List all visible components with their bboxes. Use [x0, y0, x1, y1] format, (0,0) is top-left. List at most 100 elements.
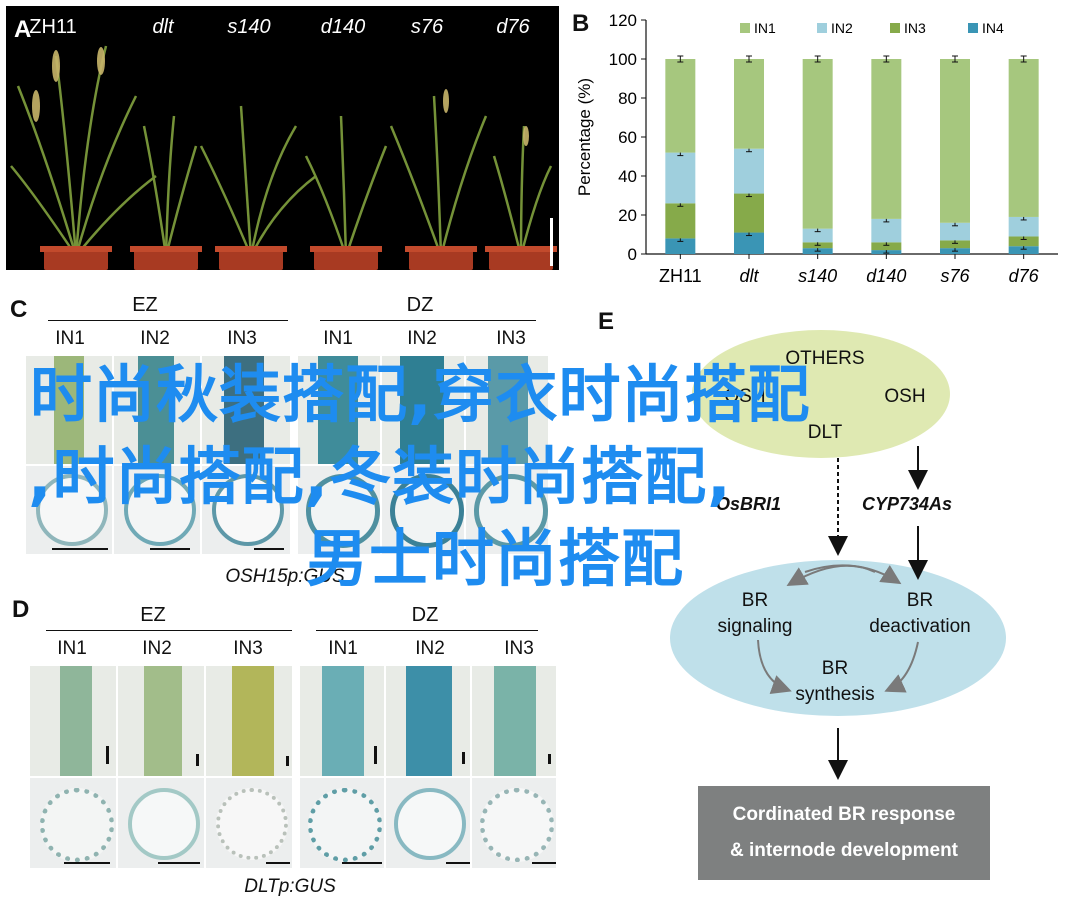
y-tick-label: 100	[609, 50, 637, 69]
scale-bar	[446, 862, 470, 864]
x-tick-label: s140	[798, 266, 837, 286]
legend-swatch-in4	[968, 23, 978, 33]
column-label: IN1	[323, 328, 353, 349]
micrograph-stem	[202, 356, 290, 464]
legend-label-in1: IN1	[754, 20, 776, 36]
x-tick-label: dlt	[739, 266, 759, 286]
column-label: IN3	[496, 328, 526, 349]
output-box: Cordinated BR response & internode develo…	[698, 786, 990, 880]
bar-segment-in1	[665, 59, 696, 153]
y-tick-label: 80	[618, 89, 637, 108]
pot	[310, 246, 382, 270]
x-tick-label: s76	[940, 266, 970, 286]
bar-segment-in3	[1008, 236, 1039, 247]
micrograph-cross-section	[206, 778, 292, 868]
column-label: IN2	[142, 638, 172, 659]
micrograph-stem	[386, 666, 470, 776]
top-regulators-ellipse	[692, 330, 950, 458]
legend-label-in4: IN4	[982, 20, 1004, 36]
bar-segment-in4	[665, 238, 696, 254]
scale-bar	[64, 862, 110, 864]
group-label-dz: DZ	[406, 294, 434, 316]
bar-segment-in1	[940, 59, 970, 223]
column-label: IN1	[328, 638, 358, 659]
watermark-line-3: 男士时尚搭配	[306, 522, 685, 595]
bar-segment-in2	[734, 148, 764, 194]
bar-segment-in3	[871, 242, 902, 251]
gene-cyp734as: CYP734As	[862, 494, 953, 514]
bar-segment-in3	[665, 203, 696, 239]
micrograph-cross-section	[472, 778, 556, 868]
column-label: IN1	[57, 638, 87, 659]
plant-label-zh11: ZH11	[29, 16, 77, 38]
panel-c-caption: OSH15p:GUS	[225, 566, 345, 587]
bar-segment-in1	[734, 59, 764, 149]
y-tick-label: 60	[618, 128, 637, 147]
micrograph-cross-section	[386, 778, 470, 868]
bar-segment-in2	[802, 228, 833, 243]
micrograph-cross-section	[466, 466, 548, 554]
node-dlt: DLT	[807, 422, 843, 443]
scale-bar	[158, 862, 200, 864]
micrograph-stem	[466, 356, 548, 464]
bracket-line	[320, 320, 536, 321]
node-br-synthesis: BR synthesis	[795, 658, 875, 705]
legend-swatch-in3	[890, 23, 900, 33]
x-tick-label: d140	[866, 266, 906, 286]
bar-segment-in1	[871, 59, 902, 219]
bar-segment-in3	[940, 240, 970, 249]
column-label: IN3	[504, 638, 534, 659]
scale-bar	[342, 862, 382, 864]
panel-e-arrows	[757, 446, 928, 780]
scale-bar	[550, 218, 553, 266]
panel-a-plant-photo: ZH11 dlt s140 d140 s76 d76	[6, 6, 559, 270]
watermark-line-1: 时尚秋装搭配,穿衣时尚搭配	[30, 358, 811, 431]
pot	[405, 246, 477, 270]
plant-label-s76: s76	[410, 16, 444, 38]
panel-b-stacked-bar-chart: 0 20 40 60 80 100 120 Percentage (%) ZH11 dlt s140…	[575, 11, 1058, 286]
bar-segment-in2	[1008, 216, 1039, 237]
plant-label-d76: d76	[496, 16, 530, 38]
micrograph-stem	[300, 666, 384, 776]
micrograph-stem	[30, 666, 116, 776]
node-osh-right: OSH	[884, 386, 926, 407]
legend-swatch-in1	[740, 23, 750, 33]
group-label-ez: EZ	[132, 294, 158, 316]
panel-letter-a: A	[14, 16, 32, 43]
y-tick-label: 0	[628, 245, 637, 264]
micrograph-stem	[206, 666, 292, 776]
panel-letter-d: D	[12, 596, 30, 623]
bracket-line	[46, 630, 292, 631]
micrograph-cross-section	[298, 466, 380, 554]
pot	[40, 246, 112, 270]
bar-segment-in2	[871, 218, 902, 243]
panel-d-caption: DLTp:GUS	[244, 876, 336, 897]
bar-segment-in2	[665, 152, 696, 204]
plant-label-dlt: dlt	[152, 16, 174, 38]
micrograph-cross-section	[202, 466, 290, 554]
bar-segment-in4	[734, 232, 764, 254]
plant-label-s140: s140	[227, 16, 271, 38]
legend-label-in3: IN3	[904, 20, 926, 36]
x-tick-label: ZH11	[659, 266, 702, 286]
micrograph-cross-section	[30, 778, 116, 868]
micrograph-stem	[382, 356, 464, 464]
micrograph-stem	[298, 356, 380, 464]
column-label: IN2	[407, 328, 437, 349]
bar-segment-in3	[734, 193, 764, 233]
scale-bar	[150, 548, 190, 550]
group-label-dz: DZ	[411, 604, 439, 626]
bar-segment-in2	[940, 222, 970, 241]
column-label: IN1	[55, 328, 85, 349]
plants-illustration	[10, 45, 553, 257]
column-label: IN2	[140, 328, 170, 349]
micrograph-stem	[472, 666, 556, 776]
gene-osbri1: OsBRI1	[716, 494, 782, 514]
x-tick-label: d76	[1009, 266, 1040, 286]
micrograph-cross-section	[118, 778, 204, 868]
micrograph-cross-section	[114, 466, 200, 554]
legend-label-in2: IN2	[831, 20, 853, 36]
legend-swatch-in2	[817, 23, 827, 33]
scale-bar	[266, 862, 290, 864]
micrograph-cross-section	[382, 466, 464, 554]
